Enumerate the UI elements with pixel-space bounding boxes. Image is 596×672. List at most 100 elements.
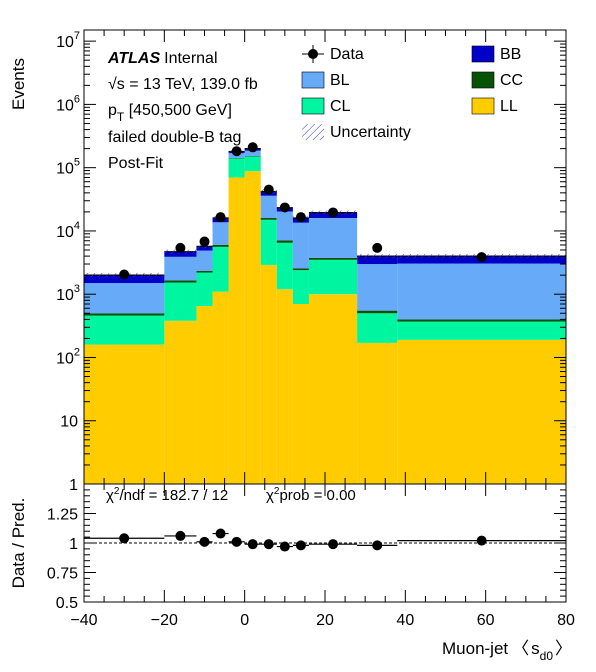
sqrt-s: √s [108, 76, 125, 93]
series-ll [84, 171, 566, 484]
series-cc [84, 156, 566, 322]
bin-cl [397, 321, 566, 340]
bin-cl [212, 246, 229, 292]
uncertainty-band [357, 253, 398, 259]
x-tick-label: 80 [557, 612, 575, 629]
legend-swatch [471, 97, 495, 115]
y-tick-label: 103 [56, 283, 80, 304]
ratio-panel: 0.5 0.75 1 1.25 −40 −20 0 20 40 60 80 Data / Pred… [9, 483, 575, 663]
bin-ll [397, 339, 566, 484]
ratio-y-tick-label: 1.25 [47, 507, 78, 524]
bin-ll [244, 171, 261, 484]
bin-ll [260, 264, 277, 484]
legend-swatch [301, 97, 325, 115]
data-point [199, 236, 210, 247]
bin-bl [397, 263, 566, 320]
legend-label: BL [330, 72, 350, 89]
bin-bl [196, 250, 213, 271]
ratio-point [476, 535, 487, 546]
annotation-block: ATLAS Internal √s = 13 TeV, 139.0 fb pT [… [107, 50, 258, 172]
legend-label: CL [330, 98, 351, 115]
ratio-point [372, 540, 383, 551]
legend-swatch [302, 124, 324, 140]
ratio-y-tick-label: 1 [69, 536, 78, 553]
energy-lumi-label: √s = 13 TeV, 139.0 fb [108, 76, 258, 93]
bin-bl [292, 222, 309, 269]
chi2-prob-label: χ2prob = 0.00 [266, 486, 356, 504]
bin-ll [164, 320, 197, 484]
data-point [119, 269, 130, 280]
x-axis-label: Muon-jet 〈 sd0 〉 [442, 639, 572, 663]
data-point [328, 207, 339, 218]
legend-item-bl: BL [301, 71, 350, 89]
bin-cc [397, 319, 566, 322]
legend-item-ll: LL [471, 97, 518, 115]
chi2-ndf-label: χ2/ndf = 182.7 / 12 [106, 486, 228, 504]
chi2-prob-exponent: 2 [274, 486, 280, 497]
x-tick-label: 40 [396, 612, 414, 629]
legend-item-uncertainty: Uncertainty [302, 124, 411, 141]
x-tick-label: 0 [240, 612, 249, 629]
data-point [215, 212, 226, 223]
ratio-y-tick-label: 0.75 [47, 566, 78, 583]
y-tick-label: 105 [56, 157, 80, 178]
pt-subscript: T [117, 110, 125, 124]
ratio-point [247, 539, 258, 550]
ratio-point [215, 528, 226, 539]
atlas-logo-text: ATLAS [107, 50, 160, 67]
bin-ll [212, 291, 229, 484]
bin-ll [276, 289, 293, 484]
bin-cl [244, 156, 261, 172]
pt-range-label: pT [450,500 GeV] [108, 102, 232, 124]
legend-marker-dot [308, 49, 318, 59]
main-y-axis-label: Events [9, 58, 28, 110]
ratio-points [84, 528, 566, 552]
y-tick-label: 1 [69, 477, 78, 494]
legend-item-bb: BB [471, 45, 521, 63]
bin-bl [260, 195, 277, 219]
legend-item-cc: CC [471, 71, 523, 89]
data-point [175, 242, 186, 253]
legend-swatch [301, 71, 325, 89]
bin-cc [164, 280, 197, 283]
bin-bb [164, 251, 197, 257]
main-x-ticks [83, 30, 567, 484]
main-panel: 1 10 102 103 104 105 106 107 Events ATLAS Intern… [9, 29, 567, 494]
y-tick-label: 102 [56, 346, 80, 367]
bin-ll [228, 177, 245, 484]
ratio-y-tick-label: 0.5 [56, 595, 78, 612]
ratio-point [328, 539, 339, 550]
bin-ll [84, 344, 165, 484]
ratio-point [295, 540, 306, 551]
bin-cc [196, 270, 213, 273]
bin-bl [84, 283, 165, 314]
bin-cc [212, 244, 229, 247]
ratio-point [231, 536, 242, 547]
bin-cc [357, 310, 398, 314]
bin-cl [164, 282, 197, 321]
series-bl [84, 150, 566, 320]
x-axis-subscript: d0 [540, 649, 554, 663]
bin-cc [308, 257, 358, 260]
atlas-status: Internal [164, 50, 217, 67]
bin-cl [308, 259, 358, 295]
ratio-point [263, 539, 274, 550]
stacked-histogram [84, 146, 566, 484]
data-point [476, 252, 487, 263]
legend-label: Uncertainty [330, 124, 411, 141]
bin-cc [292, 268, 309, 271]
ratio-y-axis-label: Data / Pred. [9, 498, 28, 589]
atlas-label: ATLAS Internal [107, 50, 218, 67]
data-point [372, 242, 383, 253]
data-point [231, 146, 242, 157]
x-tick-label: 20 [316, 612, 334, 629]
bin-bl [308, 218, 358, 258]
y-tick-label: 106 [56, 93, 80, 114]
x-tick-label: −20 [151, 612, 178, 629]
ratio-point [279, 541, 290, 552]
data-point [295, 212, 306, 223]
energy-text: = 13 TeV, 139.0 fb [125, 76, 258, 93]
x-tick-label: 60 [477, 612, 495, 629]
legend-label: LL [500, 98, 518, 115]
chi2-exponent: 2 [114, 486, 120, 497]
